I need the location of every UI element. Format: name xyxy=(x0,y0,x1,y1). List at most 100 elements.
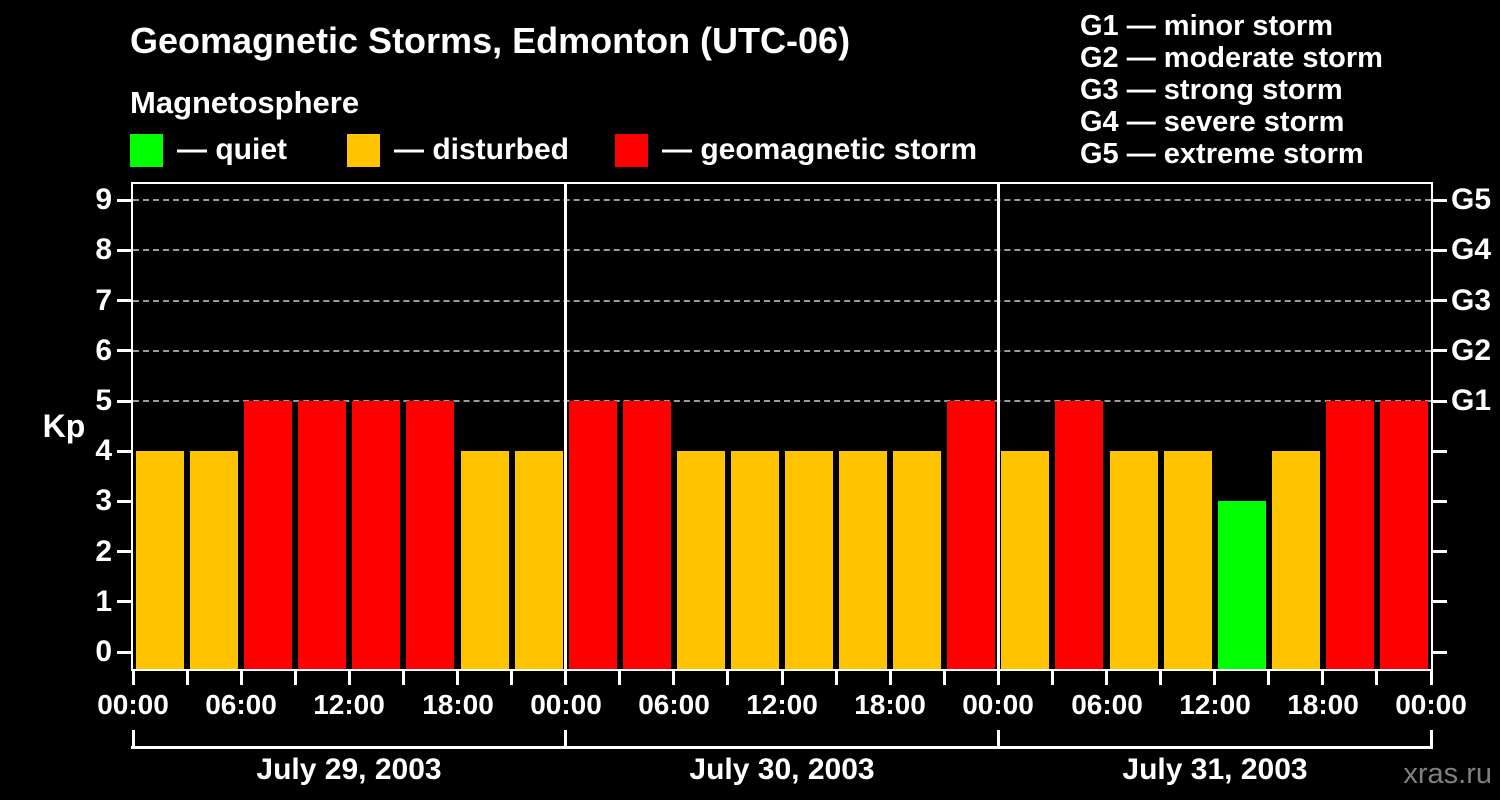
legend-item-disturbed: — disturbed xyxy=(347,133,569,167)
right-axis-tick xyxy=(1433,400,1447,403)
y-axis-tick xyxy=(117,600,131,603)
time-tick-label: 18:00 xyxy=(854,689,926,720)
y-axis-title: Kp xyxy=(42,408,86,444)
x-axis-tick xyxy=(1105,671,1108,685)
date-bracket-riser xyxy=(1430,730,1433,746)
y-axis-tick xyxy=(117,249,131,252)
x-axis-tick xyxy=(997,671,1000,685)
x-axis-tick xyxy=(1430,671,1433,685)
time-tick-label: 00:00 xyxy=(962,689,1034,720)
y-axis-tick xyxy=(117,400,131,403)
y-axis-tick xyxy=(117,500,131,503)
kp-bar xyxy=(1055,401,1103,669)
x-axis-tick xyxy=(943,671,946,685)
watermark: xras.ru xyxy=(1403,758,1492,790)
x-axis-tick xyxy=(132,671,135,685)
x-axis-tick xyxy=(618,671,621,685)
right-axis-tick xyxy=(1433,299,1447,302)
kp-bar xyxy=(1326,401,1374,669)
kp-bar xyxy=(461,451,509,669)
kp-bar xyxy=(352,401,400,669)
right-axis-tick xyxy=(1433,450,1447,453)
x-axis-tick xyxy=(510,671,513,685)
kp-bar xyxy=(244,401,292,669)
time-tick-label: 18:00 xyxy=(1287,689,1359,720)
gscale-line-g2: G2 — moderate storm xyxy=(1080,42,1383,74)
date-label: July 30, 2003 xyxy=(689,753,875,786)
x-axis-tick xyxy=(781,671,784,685)
y-tick-label: 2 xyxy=(95,535,112,568)
right-axis-tick xyxy=(1433,500,1447,503)
kp-bar xyxy=(515,451,563,669)
kp-bar xyxy=(947,401,995,669)
g-axis-label-g4: G4 xyxy=(1451,233,1492,266)
kp-bar xyxy=(406,401,454,669)
date-label: July 31, 2003 xyxy=(1122,753,1308,786)
time-tick-label: 00:00 xyxy=(530,689,602,720)
gridline-kp6 xyxy=(133,350,1431,352)
x-axis-tick xyxy=(1267,671,1270,685)
kp-bar xyxy=(677,451,725,669)
date-bracket-riser xyxy=(997,730,1000,746)
y-axis-tick xyxy=(117,651,131,654)
kp-bar xyxy=(136,451,184,669)
date-bracket-riser xyxy=(132,730,135,746)
x-axis-tick xyxy=(1159,671,1162,685)
kp-bar xyxy=(1272,451,1320,669)
kp-bar xyxy=(298,401,346,669)
kp-bar xyxy=(1110,451,1158,669)
kp-bar xyxy=(1380,401,1428,669)
kp-bar xyxy=(731,451,779,669)
y-tick-label: 4 xyxy=(95,434,112,467)
x-axis-tick xyxy=(186,671,189,685)
kp-bar xyxy=(1218,501,1266,669)
x-axis-tick xyxy=(672,671,675,685)
storm-color-swatch xyxy=(615,133,648,167)
gscale-line-g1: G1 — minor storm xyxy=(1080,10,1333,42)
date-bracket-line xyxy=(131,746,1433,749)
day-divider xyxy=(564,182,567,669)
right-axis-tick xyxy=(1433,651,1447,654)
day-divider xyxy=(997,182,1000,669)
kp-bar xyxy=(839,451,887,669)
x-axis-tick xyxy=(1321,671,1324,685)
time-tick-label: 18:00 xyxy=(422,689,494,720)
y-axis-tick xyxy=(117,299,131,302)
time-tick-label: 00:00 xyxy=(1395,689,1467,720)
time-tick-label: 06:00 xyxy=(638,689,710,720)
x-axis-tick xyxy=(564,671,567,685)
time-tick-label: 06:00 xyxy=(205,689,277,720)
quiet-color-swatch xyxy=(130,133,163,167)
x-axis-tick xyxy=(835,671,838,685)
chart-subtitle: Magnetosphere xyxy=(130,85,360,120)
kp-bar xyxy=(569,401,617,669)
g-axis-label-g2: G2 xyxy=(1451,334,1492,367)
time-tick-label: 06:00 xyxy=(1071,689,1143,720)
g-axis-label-g3: G3 xyxy=(1451,284,1492,317)
legend-item-quiet: — quiet xyxy=(130,133,287,167)
right-axis-tick xyxy=(1433,550,1447,553)
x-axis-tick xyxy=(240,671,243,685)
gscale-line-g5: G5 — extreme storm xyxy=(1080,138,1364,170)
right-axis-tick xyxy=(1433,600,1447,603)
date-bracket-riser xyxy=(564,730,567,746)
page-title: Geomagnetic Storms, Edmonton (UTC-06) xyxy=(130,20,851,61)
time-tick-label: 12:00 xyxy=(746,689,818,720)
gridline-kp9 xyxy=(133,199,1431,201)
gscale-line-g4: G4 — severe storm xyxy=(1080,106,1345,138)
y-axis-tick xyxy=(117,349,131,352)
y-tick-label: 8 xyxy=(95,233,112,266)
y-axis-tick xyxy=(117,450,131,453)
x-axis-tick xyxy=(726,671,729,685)
right-axis-tick xyxy=(1433,249,1447,252)
x-axis-tick xyxy=(402,671,405,685)
legend-label-storm: — geomagnetic storm xyxy=(662,133,978,166)
y-tick-label: 3 xyxy=(95,484,112,517)
gridline-kp7 xyxy=(133,300,1431,302)
y-tick-label: 0 xyxy=(95,635,112,668)
time-tick-label: 12:00 xyxy=(1179,689,1251,720)
x-axis-tick xyxy=(889,671,892,685)
y-tick-label: 9 xyxy=(95,183,112,216)
date-label: July 29, 2003 xyxy=(256,753,442,786)
x-axis-tick xyxy=(456,671,459,685)
